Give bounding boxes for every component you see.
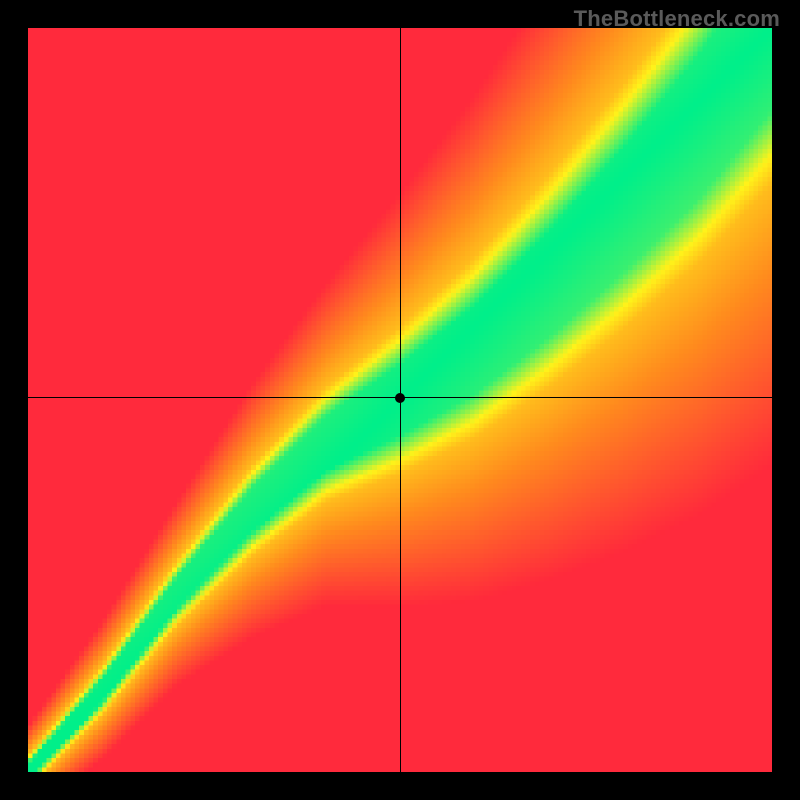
- chart-container: { "meta": { "watermark_text": "TheBottle…: [0, 0, 800, 800]
- watermark-text: TheBottleneck.com: [574, 6, 780, 32]
- crosshair-marker: [395, 393, 405, 403]
